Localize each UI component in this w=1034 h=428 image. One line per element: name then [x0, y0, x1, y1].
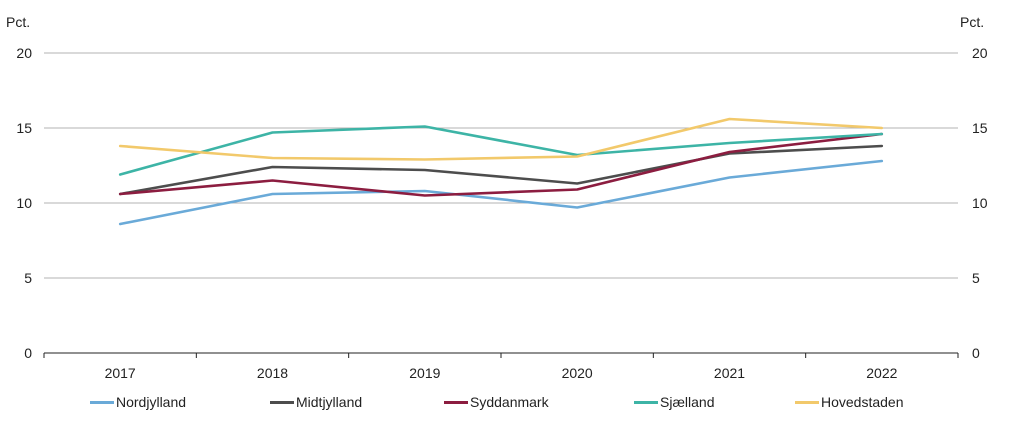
series-line-nordjylland — [118, 159, 884, 226]
legend-item: Nordjylland — [90, 394, 186, 410]
y-axis-left-ticks: 0 5 10 15 20 — [16, 45, 32, 361]
legend-swatch — [634, 400, 658, 404]
y-tick-label-left: 20 — [16, 45, 32, 61]
legend-swatch — [444, 400, 468, 404]
y-tick-label-right: 15 — [972, 120, 988, 136]
gridlines — [44, 52, 958, 279]
legend-item: Midtjylland — [270, 394, 362, 410]
legend-swatch — [795, 400, 819, 404]
x-tick-label: 2022 — [866, 365, 897, 381]
legend-swatch — [270, 400, 294, 404]
series-line-sjælland — [118, 125, 884, 176]
x-tick-label: 2021 — [714, 365, 745, 381]
y-tick-label-left: 0 — [24, 345, 32, 361]
y-tick-label-left: 15 — [16, 120, 32, 136]
legend-swatch — [90, 400, 114, 404]
left-unit-label: Pct. — [6, 14, 30, 30]
legend-item: Syddanmark — [444, 394, 549, 410]
series-lines — [118, 117, 884, 226]
x-tick-label: 2020 — [562, 365, 593, 381]
x-tick-label: 2017 — [105, 365, 136, 381]
y-tick-label-left: 5 — [24, 270, 32, 286]
series-line-midtjylland — [118, 144, 884, 196]
legend-label: Syddanmark — [470, 394, 549, 410]
x-tick-label: 2018 — [257, 365, 288, 381]
series-line-hovedstaden — [118, 117, 884, 161]
right-unit-label: Pct. — [960, 14, 984, 30]
legend: Nordjylland Midtjylland Syddanmark Sjælland… — [0, 394, 1000, 418]
legend-label: Sjælland — [660, 394, 715, 410]
legend-label: Midtjylland — [296, 394, 363, 410]
legend-item: Hovedstaden — [795, 394, 904, 410]
legend-label: Hovedstaden — [821, 394, 904, 410]
x-tick-label: 2019 — [409, 365, 440, 381]
y-axis-right-ticks: 0 5 10 15 20 — [972, 45, 988, 361]
axes — [43, 352, 959, 358]
y-tick-label-right: 10 — [972, 195, 988, 211]
y-tick-label-right: 0 — [972, 345, 980, 361]
legend-item: Sjælland — [634, 394, 714, 410]
series-line-syddanmark — [118, 132, 884, 197]
x-axis-ticks: 2017 2018 2019 2020 2021 2022 — [105, 365, 898, 381]
y-tick-label-left: 10 — [16, 195, 32, 211]
y-tick-label-right: 5 — [972, 270, 980, 286]
y-tick-label-right: 20 — [972, 45, 988, 61]
legend-label: Nordjylland — [116, 394, 187, 410]
